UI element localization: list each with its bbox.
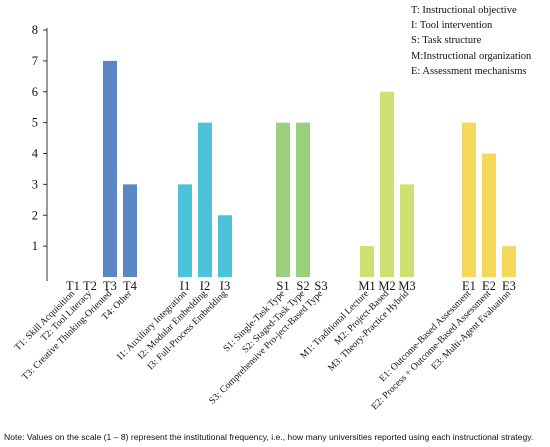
legend-item-i: I: Tool intervention <box>411 20 493 32</box>
y-tick-label: 1 <box>32 239 38 253</box>
y-tick-label: 8 <box>32 23 38 37</box>
bar-t3 <box>103 60 117 277</box>
legend: T: Instructional objective I: Tool inter… <box>411 3 531 79</box>
bar-e3 <box>502 246 516 277</box>
x-code-t2: T2 <box>83 279 97 293</box>
x-code-labels: T1 T2 T3 T4 I1 I2 I3 S1 S2 S3 M1 M2 M3 E1 E2 E3 <box>66 279 516 293</box>
bar-i3 <box>218 215 232 277</box>
bar-m1 <box>360 246 374 277</box>
x-code-m3: M3 <box>398 279 415 293</box>
legend-item-s: S: Task structure <box>411 35 482 47</box>
x-code-i2: I2 <box>200 279 210 293</box>
x-code-e1: E1 <box>462 279 476 293</box>
y-tick-label: 5 <box>32 116 38 130</box>
bar-m2 <box>380 91 394 277</box>
bar-i2 <box>198 122 212 277</box>
y-tick-label: 7 <box>32 54 38 68</box>
legend-item-e: E: Assessment mechanisms <box>411 65 527 77</box>
x-code-i1: I1 <box>180 279 190 293</box>
x-label-e3: E3: Multi-Agent Evaluation <box>429 288 513 372</box>
x-code-t4: T4 <box>123 279 138 293</box>
legend-item-t: T: Instructional objective <box>411 5 517 16</box>
y-tick-label: 4 <box>32 147 39 161</box>
bar-t4 <box>123 184 137 277</box>
bar-s1 <box>276 122 290 277</box>
x-code-t3: T3 <box>103 279 117 293</box>
x-code-s1: S1 <box>276 279 289 293</box>
bar-s2 <box>296 122 310 277</box>
bar-e2 <box>482 153 496 277</box>
x-code-t1: T1 <box>66 279 80 293</box>
x-code-m1: M1 <box>358 279 375 293</box>
bar-i1 <box>178 184 192 277</box>
x-label-i3: I3: Full-Process Embedding <box>145 288 229 372</box>
y-tick-label: 2 <box>32 208 38 222</box>
x-code-e2: E2 <box>482 279 496 293</box>
bars <box>103 60 516 277</box>
x-code-s2: S2 <box>296 279 309 293</box>
x-code-m2: M2 <box>378 279 395 293</box>
x-code-s3: S3 <box>314 279 327 293</box>
y-axis: 1 2 3 4 5 6 7 8 <box>32 23 48 281</box>
legend-item-m: M:Instructional organization <box>411 50 532 62</box>
y-tick-label: 3 <box>32 177 38 191</box>
bar-e1 <box>462 122 476 277</box>
y-tick-label: 6 <box>32 85 38 99</box>
x-code-i3: I3 <box>220 279 230 293</box>
x-code-e3: E3 <box>502 279 516 293</box>
footnote: Note: Values on the scale (1 – 8) repres… <box>4 432 534 442</box>
bar-m3 <box>400 184 414 277</box>
